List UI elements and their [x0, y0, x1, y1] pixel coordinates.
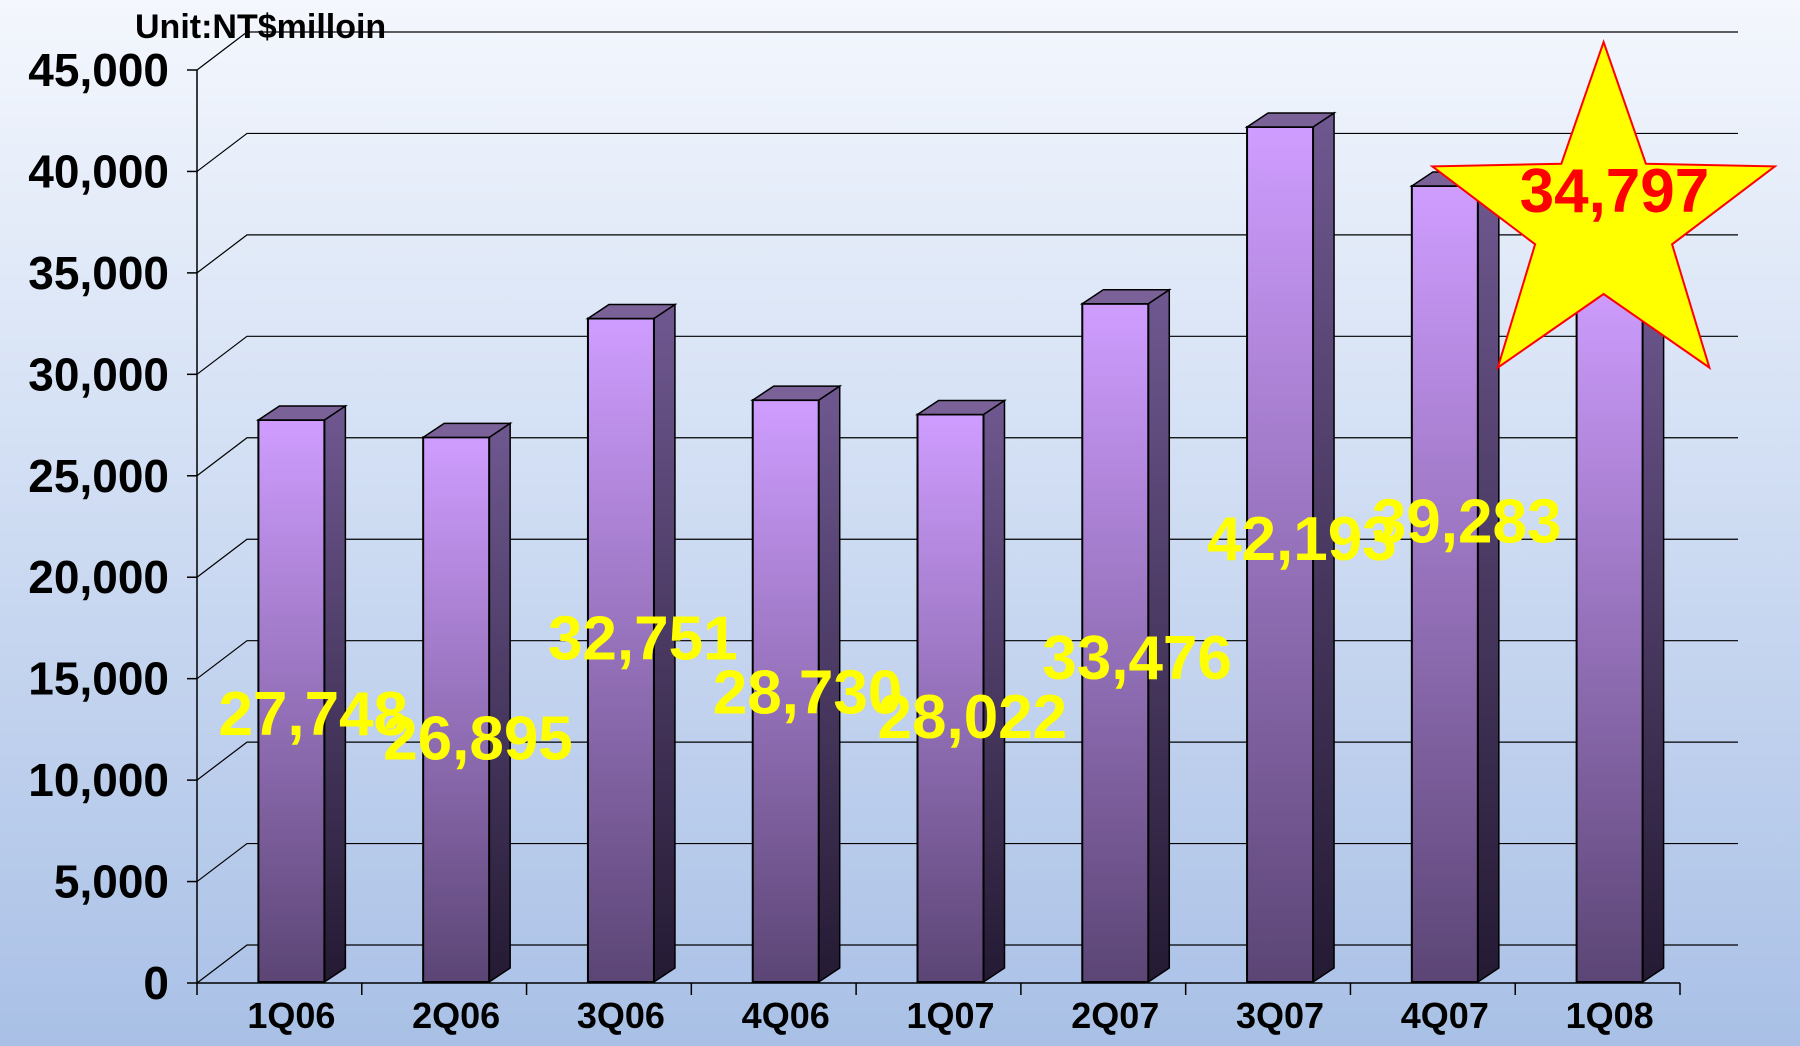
x-tick-label: 4Q07	[1401, 995, 1489, 1036]
bar-top	[420, 422, 513, 439]
gridline	[196, 640, 1738, 680]
y-tick-label: 5,000	[54, 856, 169, 908]
data-label: 32,751	[548, 604, 738, 673]
bar-top	[585, 303, 678, 320]
highlight-star	[1429, 38, 1778, 371]
bars	[255, 111, 1667, 984]
gridlines	[196, 31, 1738, 883]
bar	[257, 419, 326, 983]
data-label: 27,748	[218, 680, 408, 749]
bar-top	[915, 399, 1007, 416]
unit-label: Unit:NT$milloin	[135, 8, 386, 46]
star-icon	[1429, 38, 1778, 371]
x-axis-tick-labels: 1Q06 2Q06 3Q06 4Q06 1Q07 2Q07 3Q07 4Q07 1Q08	[247, 995, 1653, 1036]
x-tick-label: 3Q07	[1236, 995, 1324, 1036]
x-tick-label: 1Q06	[247, 995, 335, 1036]
x-tick-label: 4Q06	[742, 995, 830, 1036]
gridline	[196, 132, 1738, 172]
bar-top	[1079, 289, 1172, 305]
y-tick-label: 20,000	[28, 551, 169, 603]
data-label: 33,476	[1042, 624, 1232, 693]
bar-side	[488, 421, 511, 984]
y-tick-label: 25,000	[28, 450, 169, 502]
x-tick-label: 1Q07	[906, 995, 994, 1036]
bar	[422, 436, 491, 983]
bar-top	[255, 405, 348, 421]
gridline	[196, 538, 1738, 578]
y-tick-label: 30,000	[28, 348, 169, 400]
y-tick-label: 0	[143, 957, 169, 1009]
bar-top	[1244, 112, 1337, 128]
x-tick-label: 1Q08	[1566, 995, 1654, 1036]
data-label: 26,895	[383, 704, 573, 773]
bar-side	[1477, 170, 1500, 984]
bar	[1410, 184, 1479, 983]
bar	[1575, 276, 1644, 984]
bar-top	[750, 385, 843, 401]
gridline	[196, 335, 1738, 375]
gridline	[196, 842, 1738, 883]
data-label: 42,193	[1207, 505, 1397, 574]
y-tick-label: 35,000	[28, 247, 169, 299]
y-axis-tick-labels: 0 5,000 10,000 15,000 20,000 25,000 30,000 35,0…	[28, 44, 169, 1009]
data-label: 28,022	[878, 683, 1068, 752]
data-label: 34,797	[1520, 157, 1710, 226]
y-tick-label: 15,000	[28, 653, 169, 705]
bar	[1081, 302, 1150, 983]
bar	[586, 317, 655, 983]
x-tick-label: 2Q06	[412, 995, 500, 1036]
gridline	[196, 741, 1738, 781]
y-tick-label: 10,000	[28, 754, 169, 806]
x-tick-label: 2Q07	[1071, 995, 1159, 1036]
gridline	[196, 437, 1738, 477]
y-tick-label: 45,000	[28, 44, 169, 96]
data-label: 28,730	[713, 659, 903, 728]
y-tick-label: 40,000	[28, 145, 169, 197]
gridline	[196, 31, 1738, 71]
floor-back-edge	[196, 944, 1738, 984]
bar	[751, 399, 820, 983]
x-tick-label: 3Q06	[577, 995, 665, 1036]
bar	[1246, 125, 1315, 983]
bar	[916, 413, 985, 983]
gridline	[196, 234, 1738, 274]
data-label: 39,283	[1372, 488, 1562, 557]
bar-side	[1641, 261, 1665, 984]
